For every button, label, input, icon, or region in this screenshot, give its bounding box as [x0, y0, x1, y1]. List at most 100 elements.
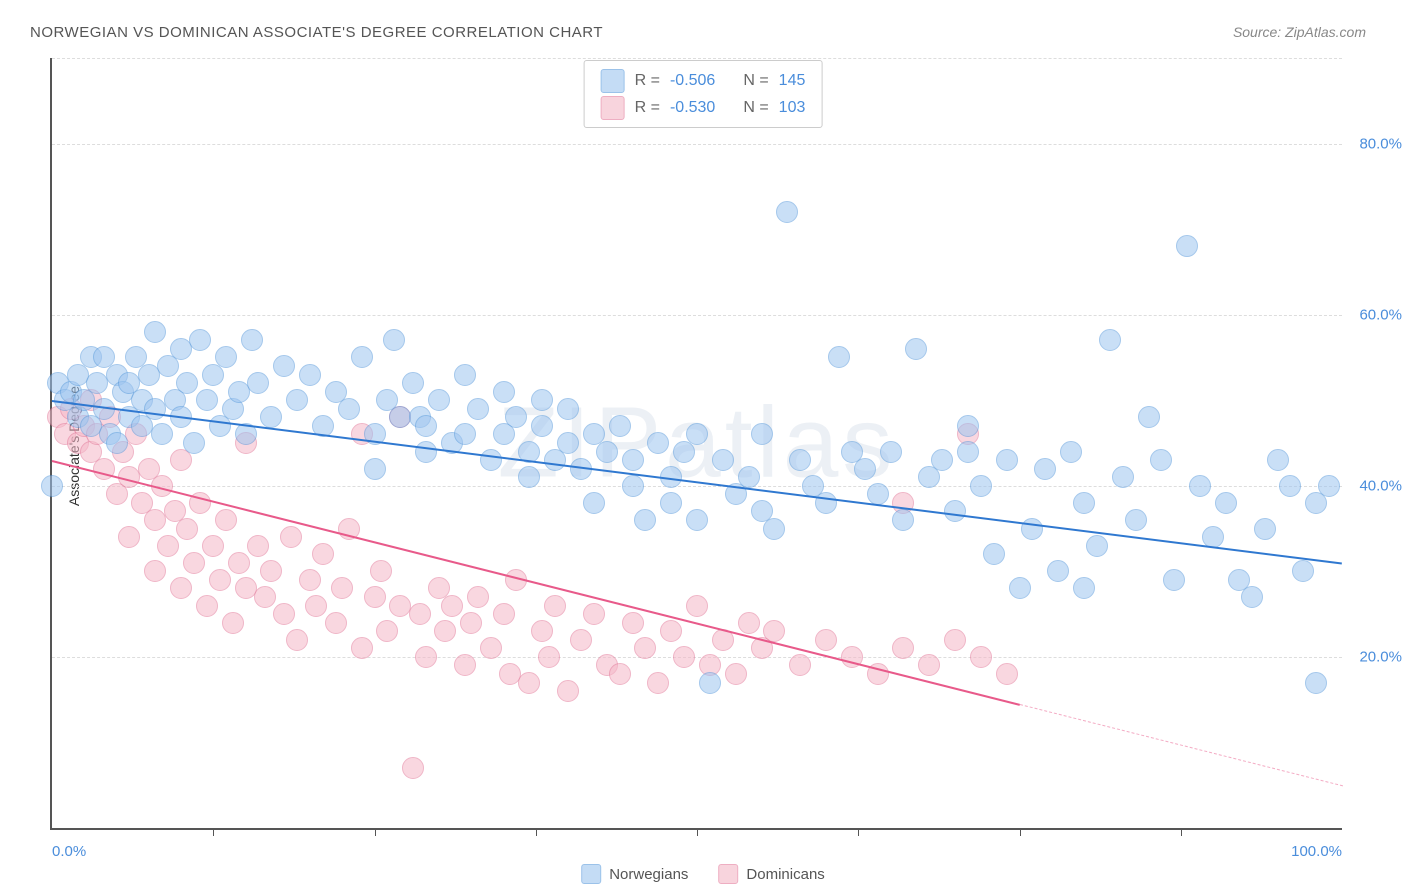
data-point — [176, 372, 198, 394]
data-point — [531, 389, 553, 411]
data-point — [415, 415, 437, 437]
data-point — [1112, 466, 1134, 488]
legend-series: NorwegiansDominicans — [581, 864, 825, 884]
n-value: 103 — [779, 94, 806, 121]
data-point — [944, 500, 966, 522]
data-point — [1086, 535, 1108, 557]
data-point — [280, 526, 302, 548]
data-point — [660, 620, 682, 642]
data-point — [325, 612, 347, 634]
data-point — [183, 552, 205, 574]
data-point — [196, 595, 218, 617]
data-point — [531, 620, 553, 642]
data-point — [1163, 569, 1185, 591]
data-point — [428, 389, 450, 411]
data-point — [970, 646, 992, 668]
data-point — [467, 398, 489, 420]
data-point — [712, 449, 734, 471]
data-point — [189, 329, 211, 351]
data-point — [776, 201, 798, 223]
xtick — [858, 828, 859, 836]
data-point — [331, 577, 353, 599]
data-point — [763, 518, 785, 540]
data-point — [222, 612, 244, 634]
data-point — [454, 654, 476, 676]
data-point — [622, 475, 644, 497]
data-point — [892, 509, 914, 531]
data-point — [247, 535, 269, 557]
gridline — [52, 657, 1342, 658]
data-point — [518, 466, 540, 488]
data-point — [1073, 492, 1095, 514]
data-point — [273, 603, 295, 625]
data-point — [647, 432, 669, 454]
data-point — [763, 620, 785, 642]
data-point — [880, 441, 902, 463]
xtick — [536, 828, 537, 836]
data-point — [415, 646, 437, 668]
data-point — [905, 338, 927, 360]
data-point — [493, 381, 515, 403]
data-point — [1150, 449, 1172, 471]
n-value: 145 — [779, 67, 806, 94]
data-point — [241, 329, 263, 351]
data-point — [338, 398, 360, 420]
data-point — [402, 372, 424, 394]
data-point — [647, 672, 669, 694]
data-point — [170, 577, 192, 599]
data-point — [1267, 449, 1289, 471]
data-point — [370, 560, 392, 582]
data-point — [415, 441, 437, 463]
r-label: R = — [635, 67, 660, 94]
data-point — [215, 346, 237, 368]
ytick-label: 60.0% — [1359, 306, 1402, 323]
data-point — [686, 509, 708, 531]
data-point — [686, 595, 708, 617]
data-point — [957, 441, 979, 463]
legend-stats-row: R =-0.506N =145 — [601, 67, 806, 94]
data-point — [609, 415, 631, 437]
data-point — [673, 646, 695, 668]
data-point — [634, 509, 656, 531]
data-point — [351, 346, 373, 368]
data-point — [660, 492, 682, 514]
data-point — [583, 492, 605, 514]
legend-label: Dominicans — [746, 866, 824, 883]
data-point — [1073, 577, 1095, 599]
data-point — [957, 415, 979, 437]
data-point — [686, 423, 708, 445]
data-point — [312, 543, 334, 565]
data-point — [596, 441, 618, 463]
data-point — [383, 329, 405, 351]
data-point — [364, 586, 386, 608]
data-point — [699, 672, 721, 694]
data-point — [480, 449, 502, 471]
data-point — [538, 646, 560, 668]
data-point — [1034, 458, 1056, 480]
data-point — [789, 449, 811, 471]
data-point — [176, 518, 198, 540]
data-point — [738, 612, 760, 634]
xtick — [697, 828, 698, 836]
data-point — [622, 612, 644, 634]
legend-swatch — [601, 69, 625, 93]
data-point — [228, 552, 250, 574]
data-point — [518, 672, 540, 694]
data-point — [1254, 518, 1276, 540]
data-point — [1279, 475, 1301, 497]
data-point — [409, 603, 431, 625]
data-point — [531, 415, 553, 437]
data-point — [402, 757, 424, 779]
data-point — [196, 389, 218, 411]
data-point — [247, 372, 269, 394]
data-point — [254, 586, 276, 608]
n-label: N = — [743, 67, 768, 94]
data-point — [1047, 560, 1069, 582]
data-point — [1189, 475, 1211, 497]
data-point — [931, 449, 953, 471]
data-point — [557, 432, 579, 454]
data-point — [493, 603, 515, 625]
data-point — [867, 483, 889, 505]
data-point — [583, 603, 605, 625]
data-point — [1176, 235, 1198, 257]
